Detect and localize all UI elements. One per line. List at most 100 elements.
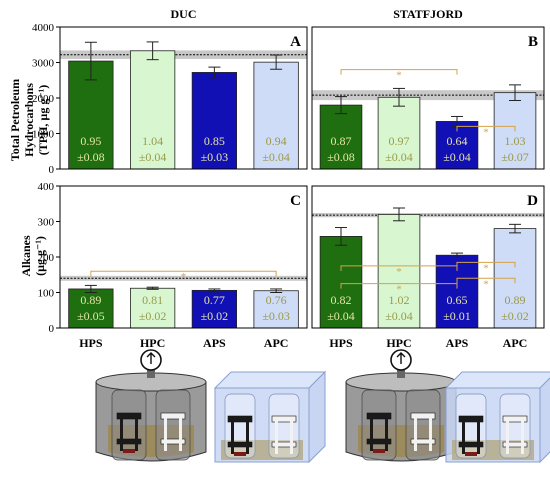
ratio-label: 0.87 bbox=[331, 134, 352, 148]
atmospheric-tank-statfjord bbox=[444, 371, 550, 464]
panel-d: 0.82 ±0.04 1.02 ±0.04 0.65 ±0.01 0.89 ±0.02 * * * *… bbox=[311, 185, 545, 350]
oil-sample bbox=[123, 449, 135, 453]
significance-star: * bbox=[396, 284, 402, 296]
flange-cap bbox=[458, 415, 484, 423]
oil-sample bbox=[234, 452, 246, 456]
atmospheric-tank-duc bbox=[213, 370, 327, 464]
flange-plate bbox=[160, 438, 186, 445]
plot-frame bbox=[311, 185, 545, 329]
flange-cap bbox=[271, 415, 297, 423]
ratio-label: 0.82 bbox=[331, 293, 352, 307]
flange-rod bbox=[477, 420, 480, 454]
y-axis-label-alkanes: Alkanes (µg g⁻¹) bbox=[19, 235, 47, 277]
bar-hpc bbox=[377, 213, 421, 329]
ratio-label: 1.04 bbox=[142, 134, 163, 148]
y-tick-label: 2000 bbox=[32, 93, 55, 105]
flange-cap bbox=[160, 412, 186, 420]
panel-letter: C bbox=[290, 193, 301, 209]
ratio-error-label: ±0.04 bbox=[262, 150, 290, 164]
significance-bracket bbox=[340, 265, 458, 271]
ratio-error-label: ±0.03 bbox=[201, 150, 229, 164]
flange-rod bbox=[290, 420, 293, 454]
control-flange bbox=[271, 415, 297, 454]
control-cylinder bbox=[268, 393, 300, 459]
flange-plate bbox=[116, 438, 142, 445]
sample-flange bbox=[116, 412, 142, 453]
flange-rod bbox=[521, 420, 524, 454]
control-cylinder bbox=[499, 393, 531, 459]
ratio-error-label: ±0.02 bbox=[139, 309, 167, 323]
panel-title: STATFJORD bbox=[393, 7, 463, 21]
x-tick-label: APS bbox=[203, 336, 226, 350]
control-cylinder bbox=[405, 389, 441, 461]
panel-letter: A bbox=[290, 34, 301, 50]
flange-plate bbox=[271, 441, 297, 448]
flange-cap bbox=[116, 412, 142, 420]
significance-star: * bbox=[483, 126, 489, 138]
oil-sample bbox=[373, 449, 385, 453]
ratio-error-label: ±0.04 bbox=[385, 150, 413, 164]
flange-rod bbox=[179, 417, 182, 451]
x-tick-label: HPS bbox=[79, 336, 103, 350]
flange-rod bbox=[429, 417, 432, 451]
x-tick-label: HPC bbox=[140, 336, 165, 350]
gauge-arrow-icon bbox=[396, 352, 406, 364]
pressurized-tank-statfjord bbox=[345, 349, 457, 462]
y-axis-label-alkanes-line1: Alkanes bbox=[19, 235, 33, 277]
ratio-label: 0.89 bbox=[505, 293, 526, 307]
flange-cap bbox=[227, 415, 253, 423]
oil-sample bbox=[465, 452, 477, 456]
ratio-error-label: ±0.02 bbox=[201, 309, 229, 323]
x-tick-label: APC bbox=[503, 336, 528, 350]
flange-plate bbox=[410, 438, 436, 445]
flange-rod bbox=[370, 417, 373, 451]
ratio-error-label: ±0.01 bbox=[443, 309, 471, 323]
flange-rod bbox=[275, 420, 278, 454]
ratio-label: 0.77 bbox=[204, 293, 225, 307]
plot-frame bbox=[311, 26, 545, 170]
x-tick-label: HPS bbox=[329, 336, 353, 350]
flange-cap bbox=[502, 415, 528, 423]
significance-bracket bbox=[340, 283, 458, 289]
x-tick-label: APS bbox=[446, 336, 469, 350]
ratio-label: 0.65 bbox=[447, 293, 468, 307]
ratio-label: 0.89 bbox=[80, 293, 101, 307]
y-tick-label: 300 bbox=[38, 217, 55, 229]
y-axis-label-tph-line1: Total Petroleum bbox=[8, 79, 22, 161]
box-top bbox=[213, 371, 327, 389]
bar-apc bbox=[253, 290, 299, 329]
flange-rod bbox=[231, 420, 234, 454]
sample-cylinder bbox=[224, 393, 256, 459]
control-flange bbox=[410, 412, 436, 451]
significance-bracket bbox=[340, 69, 458, 75]
panel-c: 0.89 ±0.05 0.81 ±0.02 0.77 ±0.02 0.76 ±0.03 * C 0 1… bbox=[38, 181, 308, 350]
sample-flange bbox=[366, 412, 392, 453]
significance-star: * bbox=[483, 278, 489, 290]
panel-letter: D bbox=[527, 193, 538, 209]
flange-plate bbox=[227, 441, 253, 448]
significance-star: * bbox=[396, 266, 402, 278]
ratio-label: 0.94 bbox=[266, 134, 287, 148]
ratio-error-label: ±0.05 bbox=[77, 309, 105, 323]
control-flange bbox=[160, 412, 186, 451]
control-cylinder bbox=[155, 389, 191, 461]
significance-star: * bbox=[181, 271, 187, 283]
x-tick-label: HPC bbox=[386, 336, 411, 350]
box-top bbox=[444, 371, 550, 389]
flange-rod bbox=[506, 420, 509, 454]
x-tick-label: APC bbox=[264, 336, 289, 350]
ratio-error-label: ±0.08 bbox=[327, 150, 355, 164]
y-tick-label: 4000 bbox=[32, 22, 55, 34]
bar-hpc bbox=[129, 50, 176, 170]
panel-letter: B bbox=[528, 34, 538, 50]
bar-hps bbox=[68, 288, 114, 329]
tank-illustrations bbox=[95, 349, 550, 464]
ratio-error-label: ±0.04 bbox=[385, 309, 413, 323]
ratio-error-label: ±0.04 bbox=[443, 150, 471, 164]
flange-cap bbox=[410, 412, 436, 420]
flange-rod bbox=[246, 420, 249, 454]
flange-rod bbox=[385, 417, 388, 451]
bar-hpc bbox=[377, 96, 421, 170]
flange-plate bbox=[458, 441, 484, 448]
ratio-error-label: ±0.07 bbox=[501, 150, 529, 164]
